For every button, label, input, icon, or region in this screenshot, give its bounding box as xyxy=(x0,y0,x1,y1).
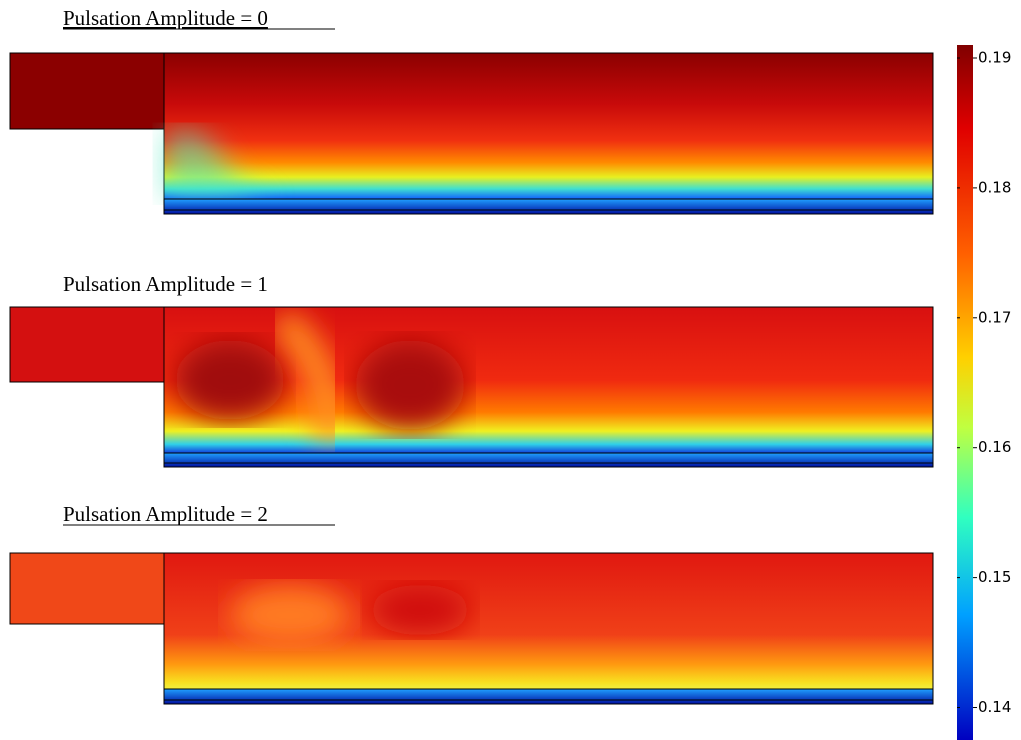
plume xyxy=(165,129,290,198)
tick-label: 0.14 xyxy=(978,698,1011,716)
inlet xyxy=(9,306,165,383)
tick-label: 0.15 xyxy=(978,568,1011,586)
strip xyxy=(163,688,934,705)
tick-label: 0.18 xyxy=(978,178,1011,196)
inlet xyxy=(9,552,165,625)
inlet xyxy=(9,52,165,130)
panel-title: Pulsation Amplitude = 2 xyxy=(63,502,268,526)
tick-label: 0.19 xyxy=(978,48,1011,66)
tick-label: 0.17 xyxy=(978,308,1011,326)
tick-label: 0.16 xyxy=(978,438,1011,456)
panel-title: Pulsation Amplitude = 1 xyxy=(63,272,268,296)
panel-title: Pulsation Amplitude = 0 xyxy=(63,6,268,30)
colorbar xyxy=(957,45,973,740)
field xyxy=(163,52,934,200)
strip xyxy=(163,452,934,468)
vortices xyxy=(175,308,465,441)
strip xyxy=(163,198,934,215)
vortices xyxy=(230,585,470,645)
